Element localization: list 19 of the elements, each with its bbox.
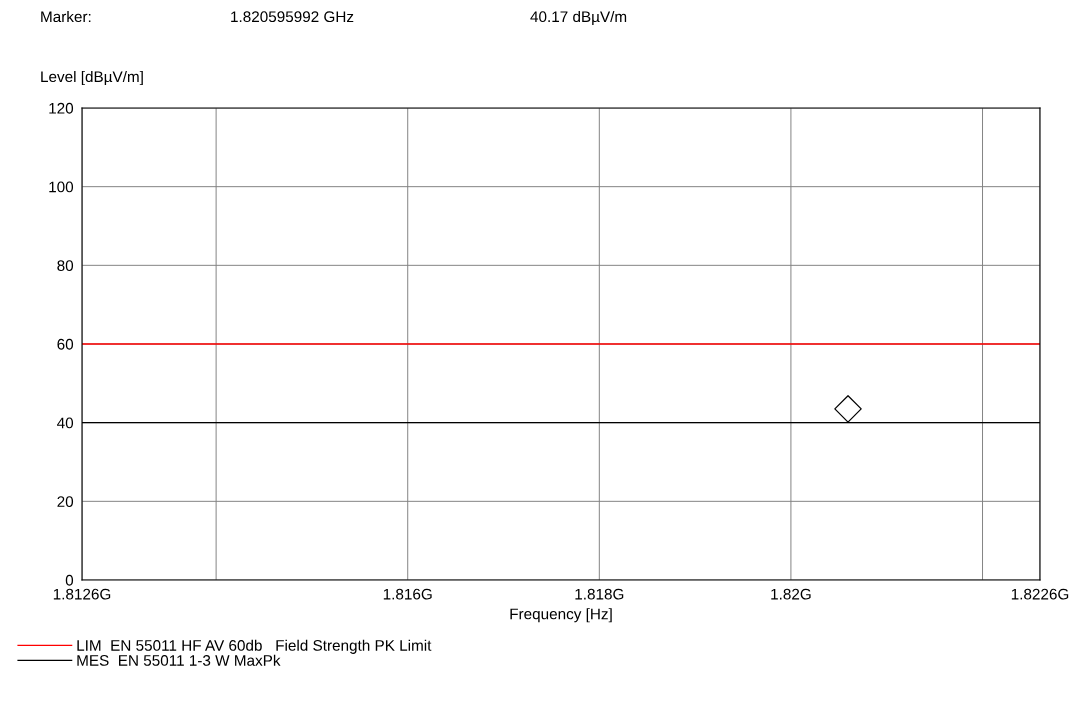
y-tick-label: 60 [57,338,74,350]
legend-label: MES EN 55011 1-3 W MaxPk [77,654,281,666]
legend-label: LIM EN 55011 HF AV 60db Field Strength PK Limit [77,639,432,654]
text: 40.17 dBµV/m [530,10,627,26]
y-tick-label: 100 [49,181,74,193]
x-axis-title: Frequency [Hz] [510,608,612,623]
text: Marker: [41,10,91,23]
y-tick-label: 20 [57,496,74,508]
y-tick-label: 120 [49,102,74,114]
text: 1.820595992 GHz [231,11,354,23]
x-tick-label: 1.818G [575,588,624,600]
y-tick-label: 40 [57,417,74,429]
x-tick-label: 1.816G [383,588,432,600]
y-tick-label: 0 [65,574,74,586]
y-axis-title: Level [dBµV/m] [41,70,143,86]
x-tick-label: 1.8126G [53,588,111,600]
x-tick-label: 1.82G [771,588,811,600]
y-tick-label: 80 [57,260,74,272]
x-tick-label: 1.8226G [1011,588,1069,600]
